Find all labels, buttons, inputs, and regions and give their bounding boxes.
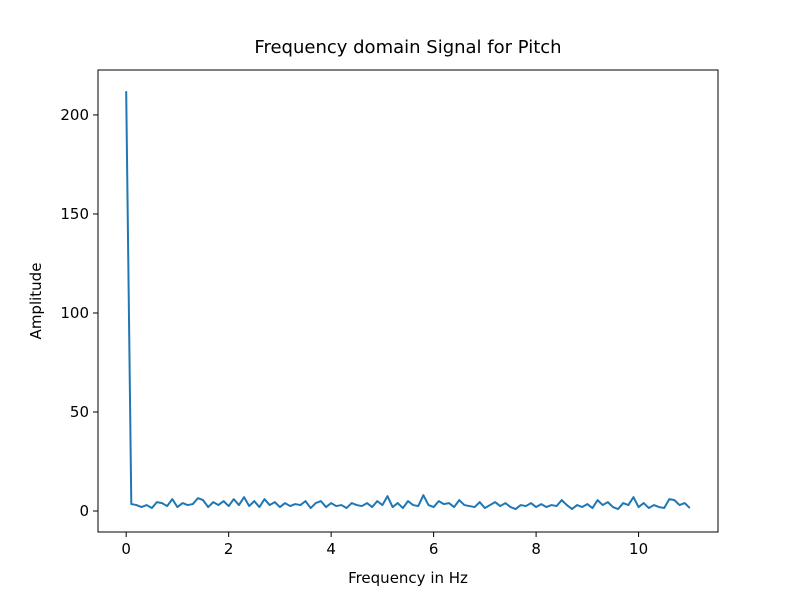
- y-tick-label: 50: [70, 403, 89, 421]
- chart-title: Frequency domain Signal for Pitch: [254, 37, 561, 58]
- y-tick-label: 200: [60, 106, 89, 124]
- y-tick-label: 0: [79, 502, 89, 520]
- x-axis-label: Frequency in Hz: [348, 569, 468, 587]
- y-tick-label: 100: [60, 304, 89, 322]
- x-tick-label: 0: [121, 540, 131, 558]
- x-tick-label: 6: [429, 540, 439, 558]
- x-tick-label: 4: [326, 540, 336, 558]
- x-tick-label: 10: [629, 540, 648, 558]
- x-tick-label: 2: [224, 540, 234, 558]
- y-axis-label: Amplitude: [27, 263, 45, 340]
- data-line: [125, 91, 691, 511]
- x-tick-label: 8: [531, 540, 541, 558]
- y-tick-label: 150: [60, 205, 89, 223]
- plot-frame: [97, 69, 719, 533]
